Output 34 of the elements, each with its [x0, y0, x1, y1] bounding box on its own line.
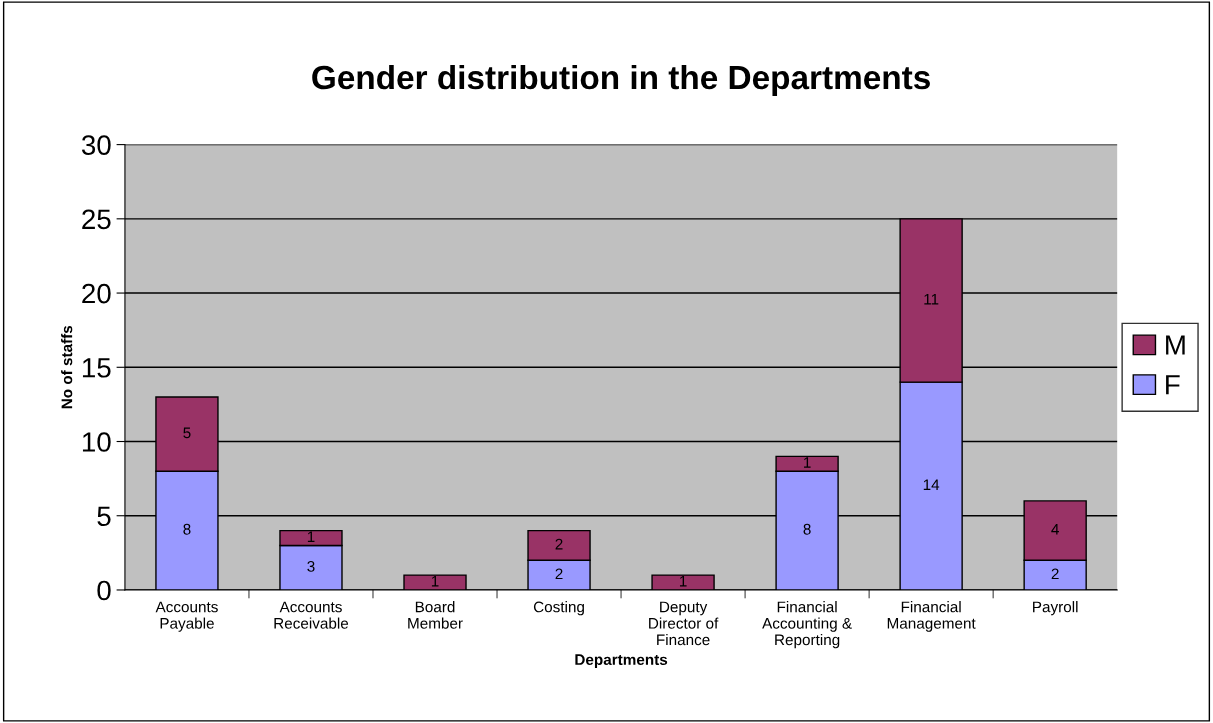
x-tick-label: Deputy Director of Finance	[649, 601, 719, 646]
data-label: 14	[923, 479, 940, 490]
y-tick-label: 25	[82, 209, 111, 230]
chart-title: Gender distribution in the Departments	[312, 64, 930, 96]
data-label: 1	[307, 531, 315, 542]
y-tick-label: 15	[82, 358, 111, 378]
data-label: 2	[1051, 568, 1059, 580]
data-label: 1	[431, 575, 439, 587]
data-label: 2	[555, 568, 563, 580]
y-tick-label: 30	[81, 135, 111, 155]
data-label: 8	[183, 523, 191, 535]
x-tick-label: Financial Accounting & Reporting	[762, 601, 852, 649]
x-tick-label: Costing	[533, 601, 584, 616]
x-tick-label: Accounts Payable	[155, 601, 218, 632]
data-label: 11	[924, 293, 939, 305]
x-axis-title: Departments	[575, 654, 668, 669]
data-label: 4	[1051, 524, 1059, 535]
y-tick-label: 0	[97, 580, 111, 601]
legend-label: F	[1166, 375, 1180, 395]
y-tick-label: 10	[82, 432, 111, 452]
legend-label: M	[1166, 335, 1185, 355]
x-tick-label: Payroll	[1033, 601, 1078, 616]
data-label: 3	[307, 560, 315, 572]
x-tick-label: Financial Management	[887, 601, 976, 632]
y-tick-label: 5	[97, 506, 111, 527]
x-tick-label: Accounts Receivable	[274, 601, 349, 629]
x-tick-label: Board Member	[408, 601, 463, 629]
y-axis-title: No of staffs	[61, 325, 73, 409]
data-label: 1	[804, 457, 811, 468]
data-label: 2	[555, 538, 563, 550]
data-label: 1	[679, 575, 687, 587]
data-label: 5	[183, 427, 191, 439]
data-label: 8	[803, 523, 811, 535]
y-tick-label: 20	[82, 283, 111, 304]
